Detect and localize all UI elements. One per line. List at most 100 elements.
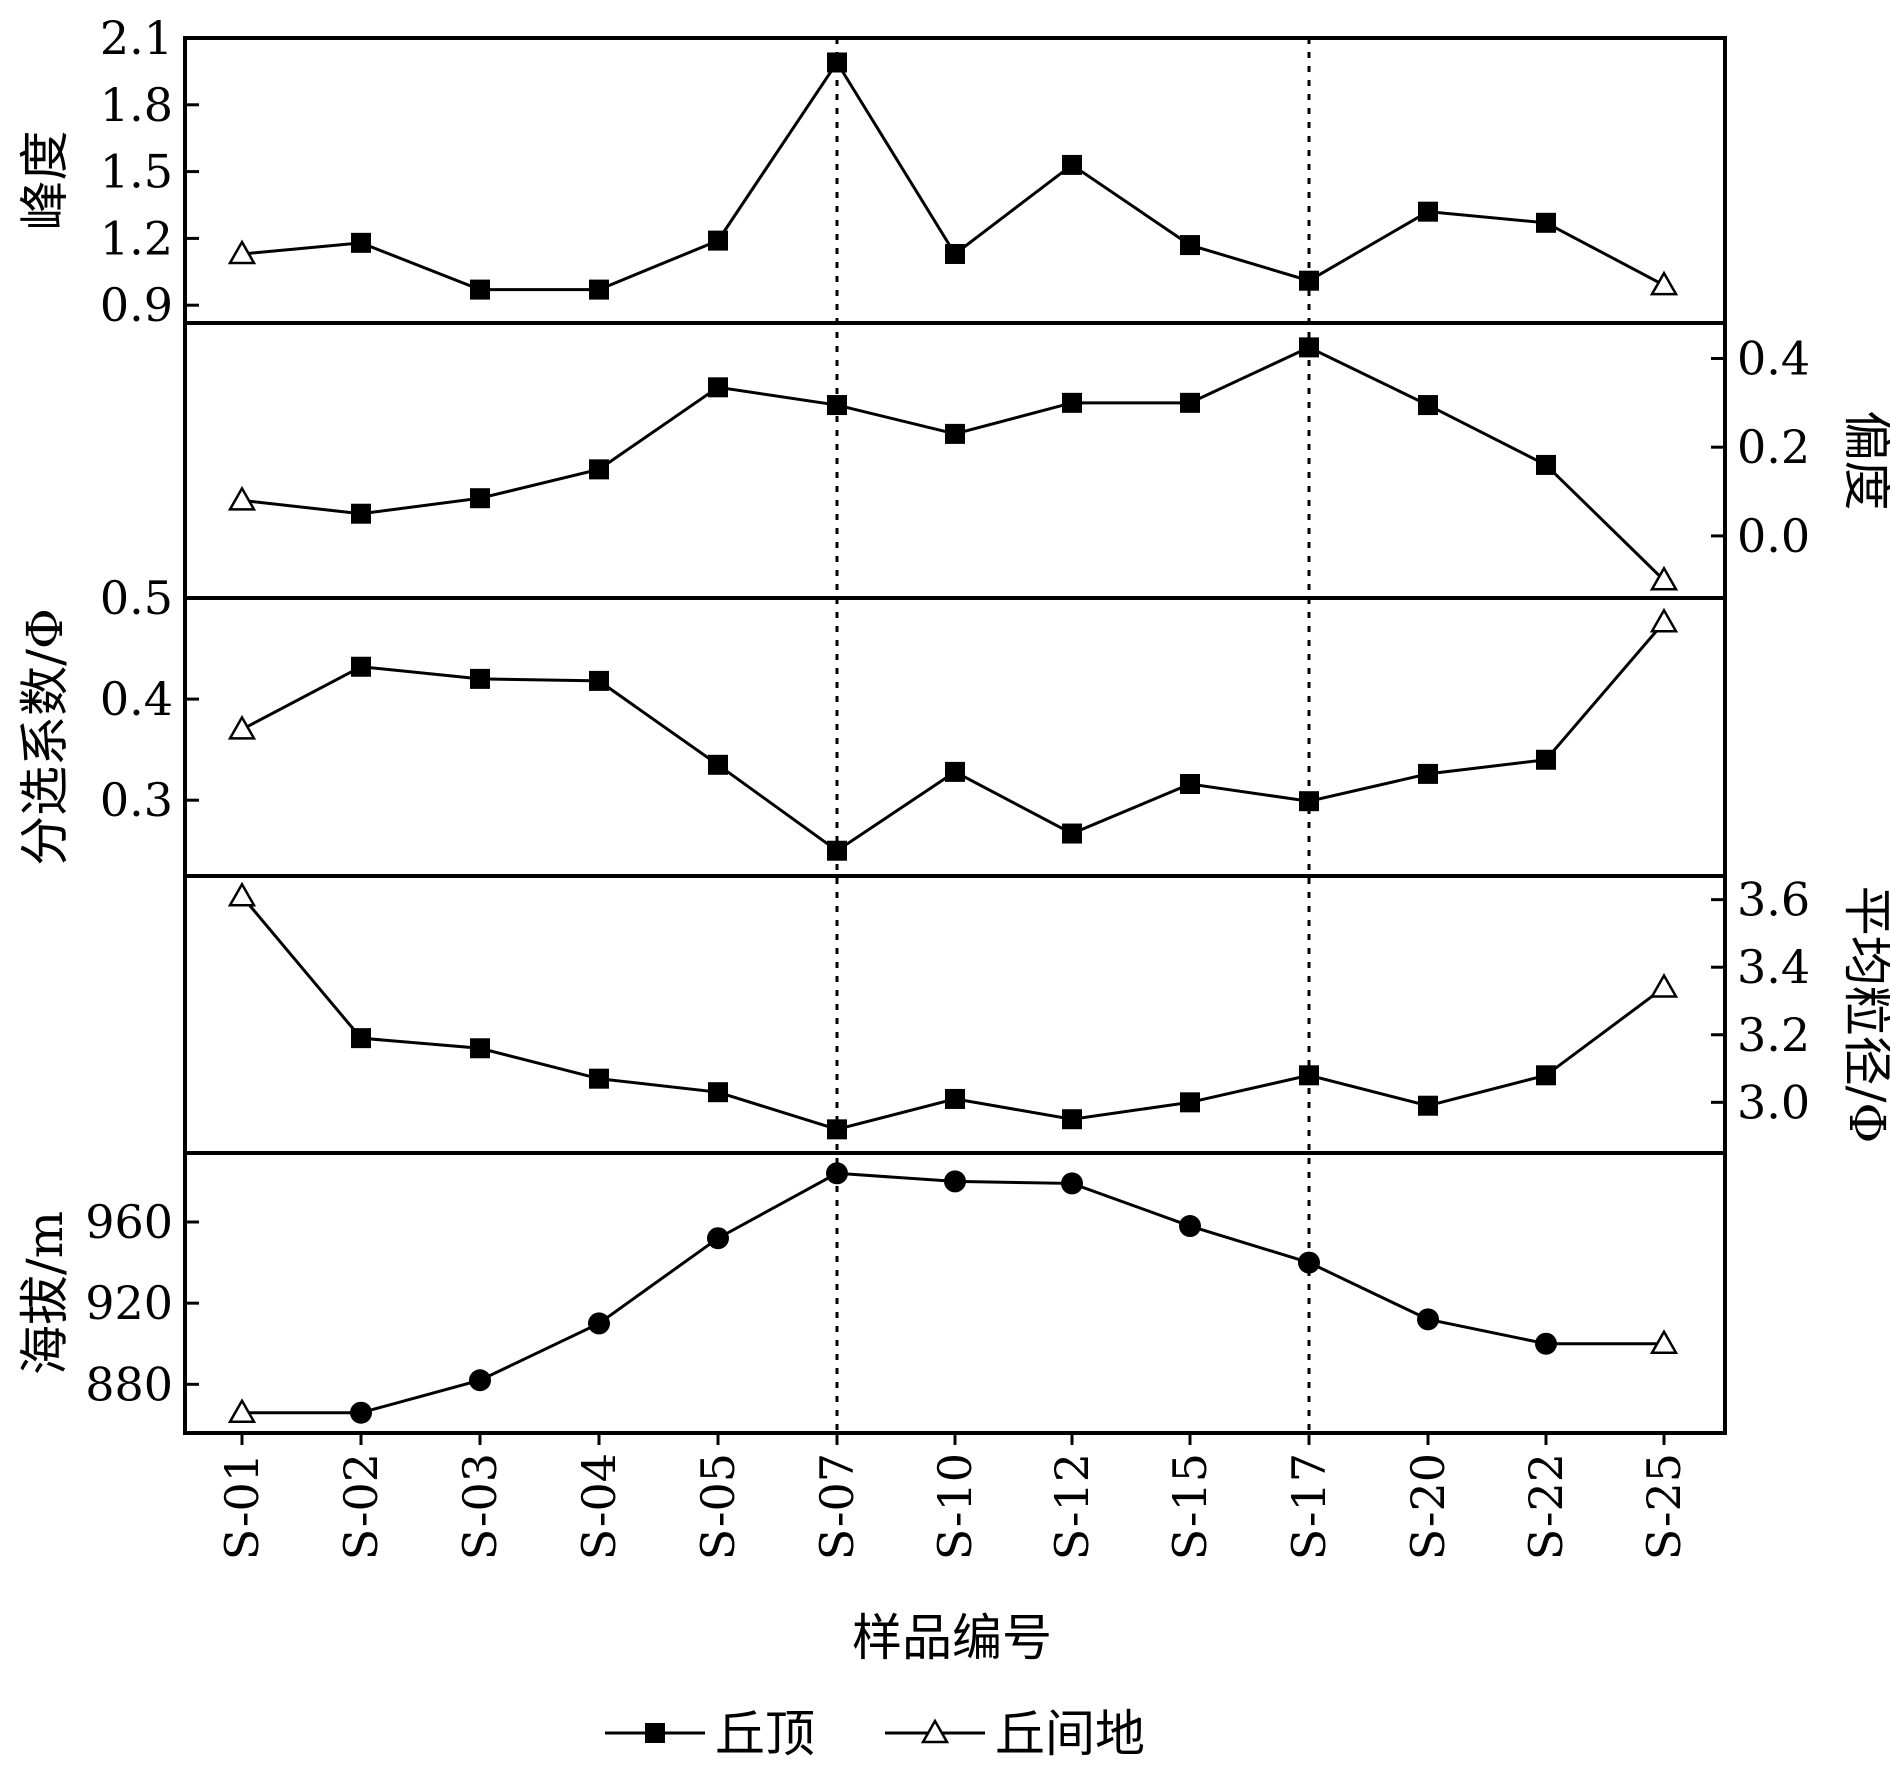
series-line xyxy=(241,621,1666,853)
data-point-s-25 xyxy=(1649,972,1679,998)
chart-panels: 0.9 1.2 1.5 1.8 2.1 峰度 0.0 0.2 0.4 偏度 0.3 0.4 0.5 分选系… xyxy=(16,11,1890,1424)
data-point-s-15 xyxy=(1179,1215,1201,1238)
data-point-s-25 xyxy=(1649,565,1679,591)
data-point-s-01 xyxy=(227,485,257,511)
data-point-s-15 xyxy=(1180,392,1200,413)
series-line xyxy=(242,1171,1664,1415)
data-point-s-22 xyxy=(1536,749,1556,770)
data-point-s-10 xyxy=(945,1088,965,1109)
y-tick-label: 1.8 xyxy=(100,78,173,132)
data-point-s-20 xyxy=(1418,201,1438,222)
data-point-s-07 xyxy=(827,52,847,73)
data-point-s-22 xyxy=(1536,454,1556,475)
series-line xyxy=(241,345,1666,582)
y-tick-label: 0.4 xyxy=(100,672,173,726)
data-point-s-02 xyxy=(351,1028,371,1049)
data-point-s-12 xyxy=(1062,392,1082,413)
y-axis-title: 分选系数/Φ xyxy=(16,608,74,866)
x-tick-label-s-03: S-03 xyxy=(453,1453,507,1560)
data-point-s-10 xyxy=(945,761,965,782)
y-tick-label: 1.2 xyxy=(100,211,173,265)
data-point-s-17 xyxy=(1299,791,1319,812)
y-axis-title: 偏度 xyxy=(1838,411,1890,511)
data-point-s-22 xyxy=(1535,1332,1557,1355)
data-point-s-03 xyxy=(470,279,490,300)
data-point-s-01 xyxy=(227,714,257,740)
y-tick-label: 1.5 xyxy=(100,145,173,199)
data-point-s-17 xyxy=(1299,1065,1319,1086)
data-point-s-01 xyxy=(227,239,257,265)
data-point-s-02 xyxy=(351,656,371,677)
y-tick-label: 0.0 xyxy=(1737,509,1810,563)
data-point-s-04 xyxy=(589,279,609,300)
legend-marker-triangle xyxy=(920,1718,950,1744)
legend: 丘顶 丘间地 xyxy=(605,1705,1145,1763)
y-tick-label: 3.4 xyxy=(1737,940,1810,994)
data-point-s-05 xyxy=(708,1082,728,1103)
data-point-s-17 xyxy=(1299,337,1319,358)
data-point-s-02 xyxy=(351,232,371,253)
data-point-s-04 xyxy=(589,670,609,691)
x-tick-label-s-12: S-12 xyxy=(1045,1453,1099,1560)
legend-label-interdune: 丘间地 xyxy=(995,1705,1145,1763)
y-axis-title: 海拔/m xyxy=(16,1211,74,1375)
y-tick-label: 0.5 xyxy=(100,571,173,625)
data-point-s-05 xyxy=(707,1227,729,1250)
data-point-s-07 xyxy=(827,840,847,861)
y-tick-label: 3.6 xyxy=(1737,873,1810,927)
data-point-s-20 xyxy=(1417,1308,1439,1331)
x-axis-title: 样品编号 xyxy=(852,1609,1052,1667)
y-tick-label: 880 xyxy=(85,1357,173,1411)
panel-mean-grain-size: 3.0 3.2 3.4 3.6 平均粒径/Φ xyxy=(227,873,1890,1144)
data-point-s-07 xyxy=(827,1119,847,1140)
data-point-s-15 xyxy=(1180,774,1200,795)
x-tick-label-s-15: S-15 xyxy=(1163,1453,1217,1560)
data-point-s-01 xyxy=(227,881,257,907)
data-point-s-12 xyxy=(1062,154,1082,175)
data-point-s-15 xyxy=(1180,235,1200,256)
legend-label-dune-top: 丘顶 xyxy=(715,1705,815,1763)
data-point-s-20 xyxy=(1418,763,1438,784)
data-point-s-10 xyxy=(945,243,965,264)
x-tick-label-s-05: S-05 xyxy=(691,1453,745,1560)
x-axis: S-01 S-02 S-03 S-04 S-05 S-07 S-10 S-12 S-15 S-17… xyxy=(215,1433,1691,1560)
data-point-s-05 xyxy=(708,230,728,251)
data-point-s-22 xyxy=(1536,212,1556,233)
y-tick-label: 2.1 xyxy=(100,11,173,65)
panel-kurtosis: 0.9 1.2 1.5 1.8 2.1 峰度 xyxy=(16,11,1679,332)
data-point-s-04 xyxy=(589,459,609,480)
reference-lines xyxy=(835,38,1311,1433)
x-tick-label-s-20: S-20 xyxy=(1401,1453,1455,1560)
x-tick-label-s-02: S-02 xyxy=(334,1453,388,1560)
data-point-s-17 xyxy=(1299,270,1319,291)
data-point-s-04 xyxy=(588,1312,610,1335)
x-tick-label-s-22: S-22 xyxy=(1519,1453,1573,1560)
legend-marker-square xyxy=(645,1723,665,1743)
data-point-s-22 xyxy=(1536,1065,1556,1086)
data-point-s-01 xyxy=(227,1398,257,1423)
data-point-s-05 xyxy=(708,754,728,775)
data-point-s-25 xyxy=(1649,1329,1679,1354)
panel-frames xyxy=(183,36,1727,1435)
x-tick-label-s-10: S-10 xyxy=(928,1453,982,1560)
data-point-s-02 xyxy=(351,503,371,524)
data-point-s-25 xyxy=(1649,270,1679,296)
data-point-s-12 xyxy=(1061,1172,1083,1195)
data-point-s-12 xyxy=(1062,1109,1082,1130)
data-point-s-17 xyxy=(1298,1251,1320,1274)
x-tick-label-s-07: S-07 xyxy=(810,1453,864,1560)
data-point-s-04 xyxy=(589,1068,609,1089)
data-point-s-02 xyxy=(350,1401,372,1424)
data-point-s-05 xyxy=(708,377,728,398)
data-point-s-12 xyxy=(1062,823,1082,844)
x-tick-label-s-04: S-04 xyxy=(572,1453,626,1560)
data-point-s-25 xyxy=(1649,607,1679,633)
data-point-s-03 xyxy=(469,1369,491,1392)
y-tick-label: 0.3 xyxy=(100,773,173,827)
y-tick-label: 0.9 xyxy=(100,278,173,332)
data-point-s-20 xyxy=(1418,395,1438,416)
y-axis-title: 平均粒径/Φ xyxy=(1838,886,1890,1144)
panel-sorting: 0.3 0.4 0.5 分选系数/Φ xyxy=(16,571,1679,866)
